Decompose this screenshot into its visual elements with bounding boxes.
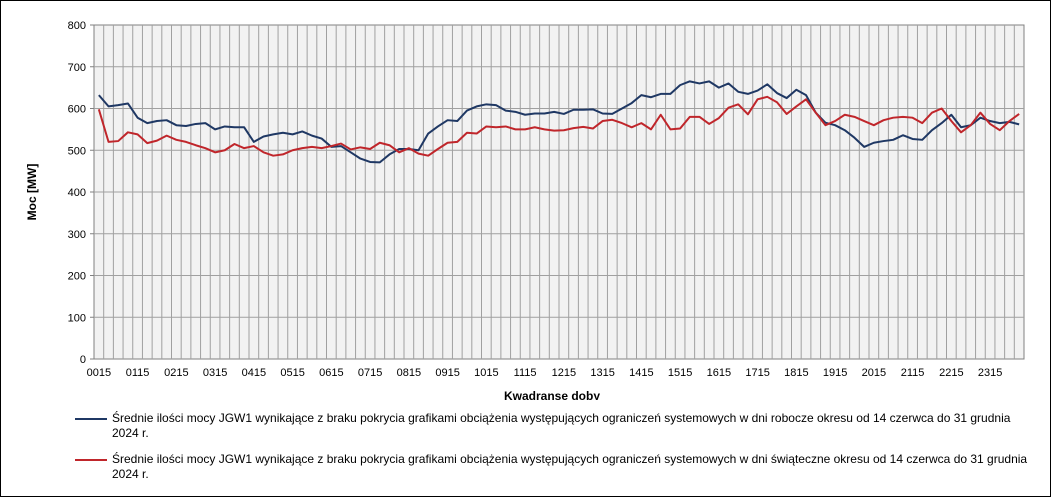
series-lines — [97, 80, 1020, 164]
y-tick-label: 500 — [68, 145, 86, 157]
y-tick-label: 800 — [68, 20, 86, 32]
y-tick-label: 100 — [68, 312, 86, 324]
x-tick-label: 1815 — [784, 367, 808, 379]
x-tick-label: 0715 — [358, 367, 382, 379]
y-tick-label: 400 — [68, 187, 86, 199]
y-tick-labels: 0 100 200 300 400 500 600 700 800 — [68, 20, 94, 366]
y-tick-label: 200 — [68, 271, 86, 283]
legend-label-workdays: Średnie ilości mocy JGW1 wynikające z br… — [112, 411, 1011, 440]
x-axis-title: Kwadranse doby — [504, 389, 600, 400]
x-tick-label: 2115 — [901, 367, 925, 379]
x-tick-label: 2215 — [939, 367, 963, 379]
x-tick-label: 0315 — [203, 367, 227, 379]
legend-swatch-workdays — [75, 418, 107, 420]
y-tick-label: 300 — [68, 229, 86, 241]
y-tick-label: 700 — [68, 62, 86, 74]
x-tick-label: 0515 — [280, 367, 304, 379]
legend-swatch-holidays — [75, 459, 107, 461]
series-line-holidays — [97, 95, 1020, 157]
x-tick-label: 2315 — [978, 367, 1002, 379]
x-tick-label: 1115 — [514, 367, 537, 379]
x-tick-label: 0615 — [319, 367, 343, 379]
line-chart: 0 100 200 300 400 500 600 700 800 0015 0115 0215 03… — [25, 20, 1025, 400]
x-tick-label: 1215 — [552, 367, 576, 379]
legend-label-holidays: Średnie ilości mocy JGW1 wynikające z br… — [112, 452, 1028, 481]
series-line-workdays — [98, 80, 1020, 164]
x-tick-label: 1315 — [590, 367, 614, 379]
x-tick-label: 1515 — [668, 367, 692, 379]
x-tick-label: 0015 — [87, 367, 111, 379]
x-tick-labels: 0015 0115 0215 0315 0415 0515 0615 0715 0815 0915… — [87, 367, 1003, 379]
x-tick-label: 0815 — [397, 367, 421, 379]
x-tick-label: 1615 — [707, 367, 731, 379]
y-axis-title: Moc [MW] — [25, 164, 39, 221]
x-tick-label: 1915 — [823, 367, 847, 379]
x-tick-label: 1015 — [474, 367, 498, 379]
y-tick-label: 600 — [68, 104, 86, 116]
x-tick-label: 1715 — [745, 367, 769, 379]
horizontal-gridlines — [94, 66, 1024, 318]
x-tick-label: 0915 — [435, 367, 459, 379]
y-tick-label: 0 — [80, 354, 86, 366]
x-tick-label: 0215 — [164, 367, 188, 379]
x-tick-label: 1415 — [629, 367, 653, 379]
x-tick-label: 0115 — [126, 367, 150, 379]
x-tick-label: 2015 — [862, 367, 886, 379]
x-tick-label: 0415 — [242, 367, 266, 379]
